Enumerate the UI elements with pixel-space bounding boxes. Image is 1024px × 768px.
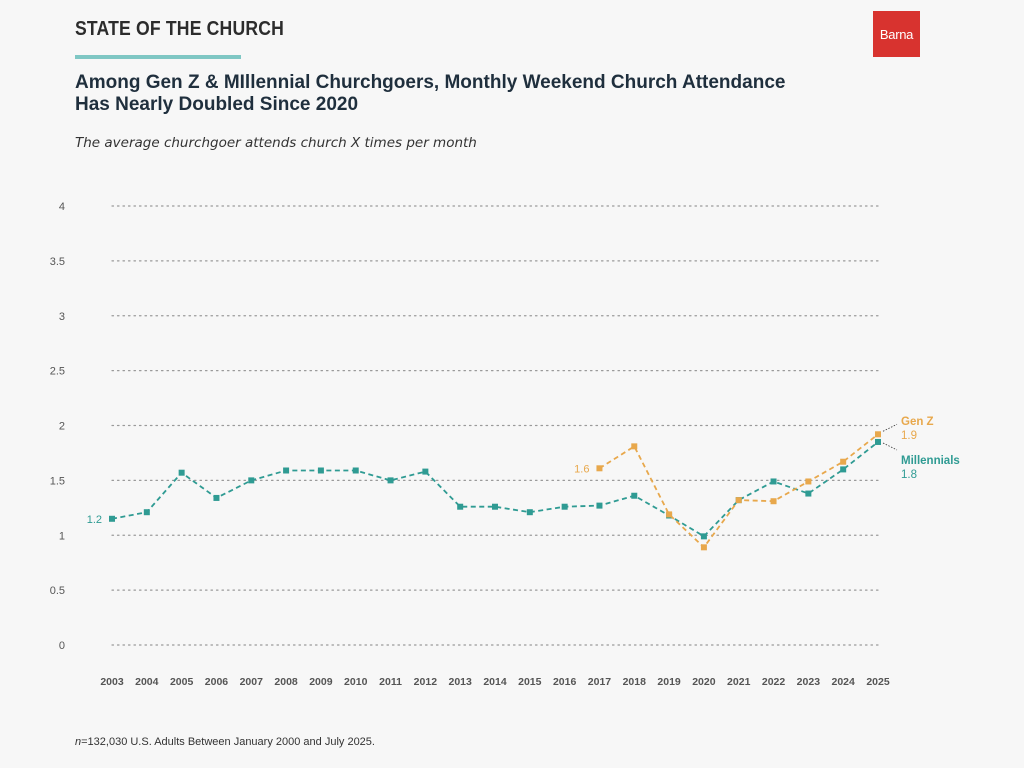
x-tick-label: 2014 (483, 676, 507, 688)
x-tick-label: 2006 (205, 676, 229, 688)
x-tick-label: 2003 (100, 676, 124, 688)
x-tick-label: 2025 (866, 676, 890, 688)
millennials-line (111, 441, 879, 538)
x-tick-label: 2022 (762, 676, 786, 688)
millennials-end-value: 1.8 (901, 469, 917, 481)
millennials-point (561, 503, 568, 510)
millennials-point (352, 467, 359, 474)
x-tick-label: 2009 (309, 676, 333, 688)
footnote-text: =132,030 U.S. Adults Between January 200… (81, 736, 375, 748)
chart-title: Among Gen Z & MIllennial Churchgoers, Mo… (75, 72, 935, 116)
millennials-point (457, 503, 464, 510)
y-tick-label: 0 (59, 640, 65, 652)
millennials-point (109, 515, 115, 522)
x-tick-label: 2004 (135, 676, 159, 688)
chart-title-line-1: Among Gen Z & MIllennial Churchgoers, Mo… (75, 72, 786, 93)
gen-z-point (805, 478, 812, 485)
gen-z-point (631, 443, 638, 450)
gen-z-start-label: 1.6 (574, 463, 589, 475)
y-tick-label: 1 (59, 530, 65, 542)
chart-subtitle: The average churchgoer attends church X … (75, 135, 477, 151)
footnote-n: n (75, 736, 82, 748)
millennials-series-label: Millennials (901, 455, 960, 467)
millennials-point (492, 503, 498, 510)
y-tick-label: 3.5 (50, 256, 65, 268)
x-tick-label: 2015 (518, 676, 542, 688)
millennials-point (526, 509, 533, 516)
x-tick-label: 2016 (553, 676, 577, 688)
x-tick-label: 2024 (832, 676, 856, 688)
x-tick-label: 2017 (588, 676, 612, 688)
millennials-point (283, 467, 290, 474)
kicker-underline (75, 55, 241, 59)
gen-z-leader-line (882, 423, 898, 432)
y-tick-label: 3 (59, 311, 65, 323)
gen-z-point (770, 498, 777, 505)
gen-z-point (666, 511, 673, 518)
y-tick-label: 2 (59, 421, 65, 433)
millennials-point (840, 466, 847, 473)
x-tick-label: 2023 (797, 676, 821, 688)
gen-z-point (875, 431, 881, 438)
gen-z-point (840, 458, 847, 465)
x-tick-label: 2011 (379, 676, 402, 688)
millennials-point (422, 468, 429, 475)
millennials-point (631, 492, 638, 499)
y-tick-label: 0.5 (50, 585, 65, 597)
x-tick-label: 2018 (623, 676, 647, 688)
x-tick-label: 2008 (274, 676, 298, 688)
millennials-leader-line (882, 442, 898, 451)
millennials-point (700, 533, 707, 540)
millennials-start-label: 1.2 (87, 514, 102, 526)
millennials-point (596, 502, 603, 509)
millennials-point (317, 467, 324, 474)
millennials-point (770, 478, 777, 485)
gen-z-point (596, 465, 603, 472)
report-kicker: STATE OF THE CHURCH (75, 18, 284, 40)
millennials-point (805, 490, 812, 497)
x-tick-label: 2007 (240, 676, 264, 688)
y-tick-label: 2.5 (50, 366, 65, 378)
x-tick-label: 2013 (449, 676, 473, 688)
footnote: n=132,030 U.S. Adults Between January 20… (75, 736, 375, 748)
millennials-point (248, 477, 255, 484)
millennials-point (143, 509, 150, 516)
millennials-point (875, 438, 881, 445)
x-tick-label: 2019 (657, 676, 681, 688)
x-tick-label: 2005 (170, 676, 194, 688)
millennials-point (178, 469, 185, 476)
chart-title-line-2: Has Nearly Doubled Since 2020 (75, 94, 359, 115)
gen-z-line (599, 433, 879, 549)
x-tick-label: 2020 (692, 676, 716, 688)
gen-z-point (735, 497, 742, 504)
x-tick-label: 2012 (414, 676, 438, 688)
y-tick-label: 1.5 (50, 475, 65, 487)
x-tick-label: 2021 (727, 676, 751, 688)
gen-z-end-value: 1.9 (901, 430, 917, 442)
y-tick-label: 4 (59, 201, 65, 213)
barna-logo[interactable]: Barna (873, 11, 920, 57)
gen-z-point (700, 544, 707, 551)
x-tick-label: 2010 (344, 676, 368, 688)
gen-z-series-label: Gen Z (901, 416, 934, 428)
millennials-point (387, 477, 394, 484)
millennials-point (213, 494, 220, 501)
